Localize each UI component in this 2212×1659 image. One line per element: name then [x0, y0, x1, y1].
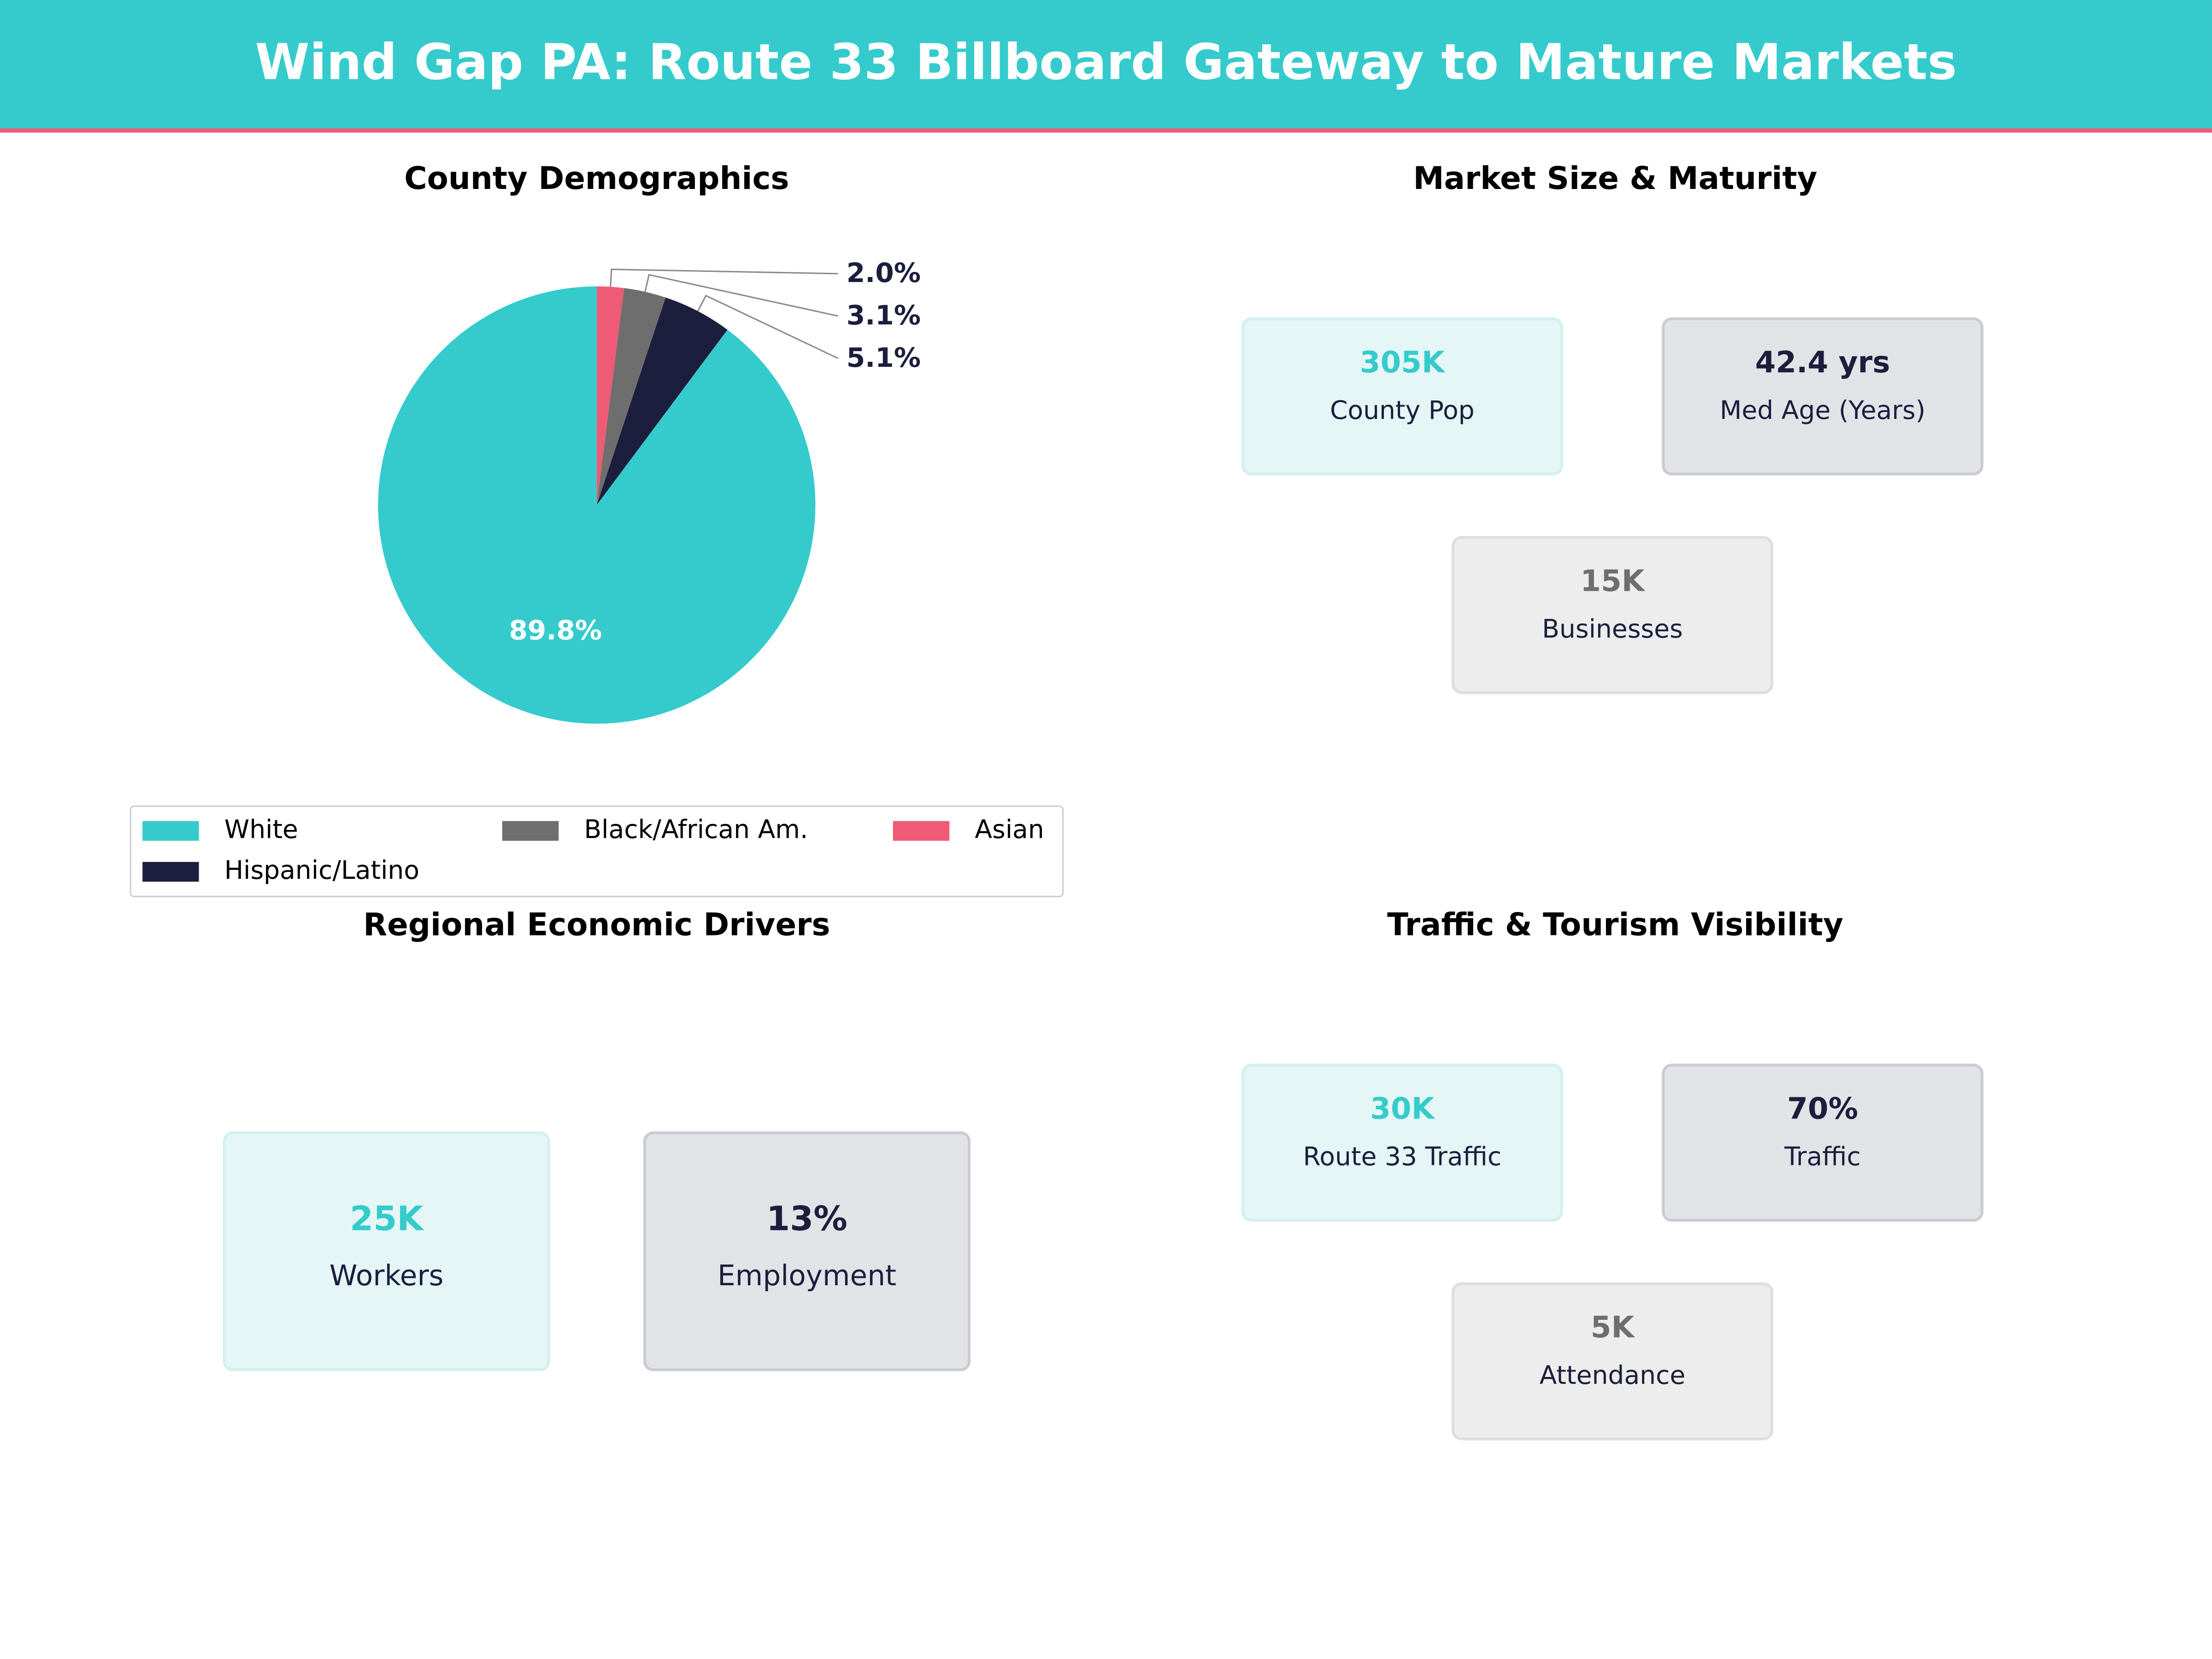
demographics-title: County Demographics: [404, 162, 789, 198]
metric-label: Traffic: [1784, 1142, 1861, 1172]
metric-value: 42.4 yrs: [1755, 345, 1890, 380]
economic-title: Regional Economic Drivers: [363, 908, 830, 944]
pie-slice-label: 89.8%: [509, 615, 602, 646]
metric-value: 25K: [350, 1199, 424, 1239]
market-title: Market Size & Maturity: [1413, 162, 1818, 198]
pie-slice-label: 5.1%: [847, 342, 921, 373]
page-title: Wind Gap PA: Route 33 Billboard Gateway …: [255, 35, 1957, 92]
metric-label: Businesses: [1542, 615, 1683, 645]
pie-leader-line: [644, 274, 838, 317]
metric-value: 30K: [1370, 1092, 1435, 1126]
pie-slice-label: 3.1%: [847, 300, 921, 331]
legend-swatch: [893, 820, 950, 840]
pie-leader-line: [610, 268, 838, 287]
metric-card-employment: 13% Employment: [643, 1131, 971, 1371]
header-banner: Wind Gap PA: Route 33 Billboard Gateway …: [0, 0, 2212, 133]
pie-slice-hispanic-latino: [596, 297, 728, 505]
metric-card-attendance: 5K Attendance: [1451, 1282, 1773, 1441]
metric-value: 70%: [1787, 1092, 1858, 1126]
legend-swatch: [502, 820, 559, 840]
legend-item-asian: Asian: [893, 815, 1044, 845]
metric-value: 305K: [1359, 345, 1445, 380]
pie-slice-white: [378, 286, 816, 724]
legend-label: Black/African Am.: [584, 815, 808, 845]
legend-item-white: White: [142, 815, 298, 845]
metric-card-traffic-pct: 70% Traffic: [1662, 1064, 1984, 1222]
metric-label: Attendance: [1539, 1361, 1686, 1391]
pie-legend: White Hispanic/Latino Black/African Am. …: [129, 805, 1064, 897]
metric-value: 15K: [1580, 564, 1645, 598]
metric-card-route33-traffic: 30K Route 33 Traffic: [1241, 1064, 1563, 1222]
metric-label: Workers: [329, 1258, 444, 1293]
legend-label: Hispanic/Latino: [224, 856, 420, 886]
traffic-title: Traffic & Tourism Visibility: [1387, 908, 1843, 944]
metric-card-businesses: 15K Businesses: [1451, 536, 1773, 694]
metric-label: Employment: [718, 1258, 897, 1293]
metric-value: 5K: [1590, 1310, 1635, 1345]
pie-slice-label: 2.0%: [847, 257, 921, 288]
metric-label: Route 33 Traffic: [1303, 1142, 1502, 1172]
legend-label: White: [224, 815, 298, 845]
metric-label: Med Age (Years): [1719, 396, 1926, 426]
metric-value: 13%: [766, 1199, 847, 1239]
legend-swatch: [142, 820, 199, 840]
legend-label: Asian: [975, 815, 1044, 845]
metric-label: County Pop: [1330, 396, 1475, 426]
pie-slice-black-african-am-: [596, 288, 666, 505]
pie-slice-asian: [596, 286, 624, 505]
legend-item-black: Black/African Am.: [502, 815, 808, 845]
metric-card-workers: 25K Workers: [223, 1131, 550, 1371]
legend-swatch: [142, 861, 199, 881]
metric-card-median-age: 42.4 yrs Med Age (Years): [1662, 317, 1984, 476]
legend-item-hispanic: Hispanic/Latino: [142, 856, 419, 886]
metric-card-county-pop: 305K County Pop: [1241, 317, 1563, 476]
pie-leader-line: [697, 294, 839, 359]
